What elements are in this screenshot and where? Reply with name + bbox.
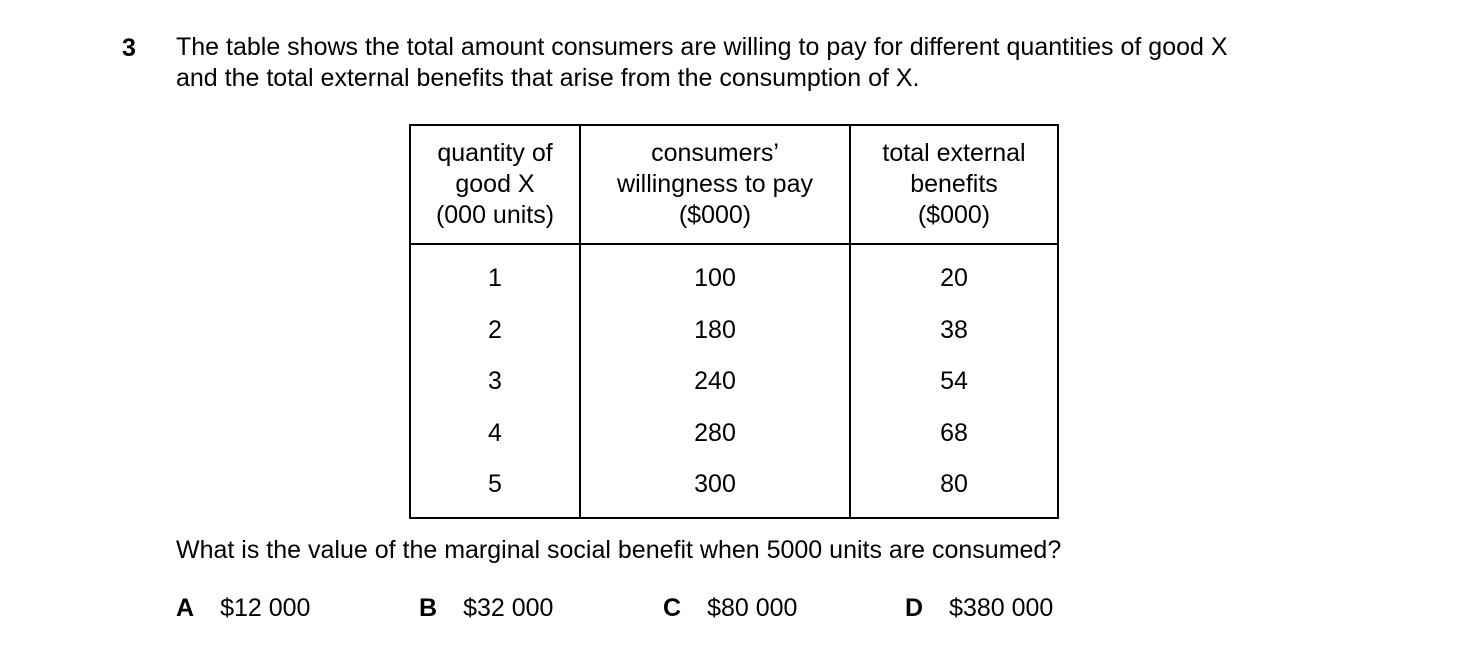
cell-external-benefit: 54 xyxy=(849,356,1059,408)
header-text: ($000) xyxy=(917,201,991,229)
cell-willingness: 300 xyxy=(579,459,851,519)
table-row: 2 180 38 xyxy=(409,304,1059,356)
header-external-benefits: total external benefits ($000) xyxy=(849,124,1059,245)
question-stem-line-1: The table shows the total amount consume… xyxy=(176,33,1228,61)
cell-quantity: 1 xyxy=(409,244,581,305)
cell-external-benefit: 38 xyxy=(849,304,1059,356)
header-text: (000 units) xyxy=(435,201,555,229)
data-table: quantity of good X (000 units) consumers… xyxy=(409,124,1059,519)
header-text: quantity of xyxy=(437,139,553,167)
cell-quantity: 4 xyxy=(409,407,581,459)
option-b[interactable]: B $32 000 xyxy=(419,594,553,623)
header-text: willingness to pay xyxy=(617,170,813,198)
cell-willingness: 240 xyxy=(579,356,851,408)
header-text: good X xyxy=(455,170,535,198)
question-prompt: What is the value of the marginal social… xyxy=(176,536,1062,564)
question-stem: The table shows the total amount consume… xyxy=(176,32,1416,94)
cell-external-benefit: 80 xyxy=(849,459,1059,519)
option-letter: A xyxy=(176,594,195,622)
header-willingness-to-pay: consumers’ willingness to pay ($000) xyxy=(579,124,851,245)
question-number: 3 xyxy=(122,34,136,62)
table-row: 5 300 80 xyxy=(409,459,1059,519)
cell-willingness: 100 xyxy=(579,244,851,305)
option-c[interactable]: C $80 000 xyxy=(663,594,797,623)
option-d[interactable]: D $380 000 xyxy=(905,594,1053,623)
header-text: consumers’ xyxy=(651,139,779,167)
option-text: $380 000 xyxy=(949,594,1054,622)
table-row: 1 100 20 xyxy=(409,244,1059,305)
option-text: $12 000 xyxy=(220,594,311,622)
table-header-row: quantity of good X (000 units) consumers… xyxy=(409,124,1059,245)
cell-external-benefit: 68 xyxy=(849,407,1059,459)
cell-quantity: 5 xyxy=(409,459,581,519)
option-letter: C xyxy=(663,594,682,622)
cell-willingness: 180 xyxy=(579,304,851,356)
option-letter: B xyxy=(419,594,438,622)
option-text: $32 000 xyxy=(463,594,554,622)
table-row: 4 280 68 xyxy=(409,407,1059,459)
header-text: total external xyxy=(882,139,1026,167)
option-letter: D xyxy=(905,594,924,622)
question-stem-line-2: and the total external benefits that ari… xyxy=(176,64,920,92)
table-row: 3 240 54 xyxy=(409,356,1059,408)
option-a[interactable]: A $12 000 xyxy=(176,594,310,623)
header-text: ($000) xyxy=(678,201,752,229)
cell-external-benefit: 20 xyxy=(849,244,1059,305)
cell-quantity: 3 xyxy=(409,356,581,408)
header-quantity: quantity of good X (000 units) xyxy=(409,124,581,245)
cell-willingness: 280 xyxy=(579,407,851,459)
header-text: benefits xyxy=(910,170,998,198)
option-text: $80 000 xyxy=(707,594,798,622)
cell-quantity: 2 xyxy=(409,304,581,356)
